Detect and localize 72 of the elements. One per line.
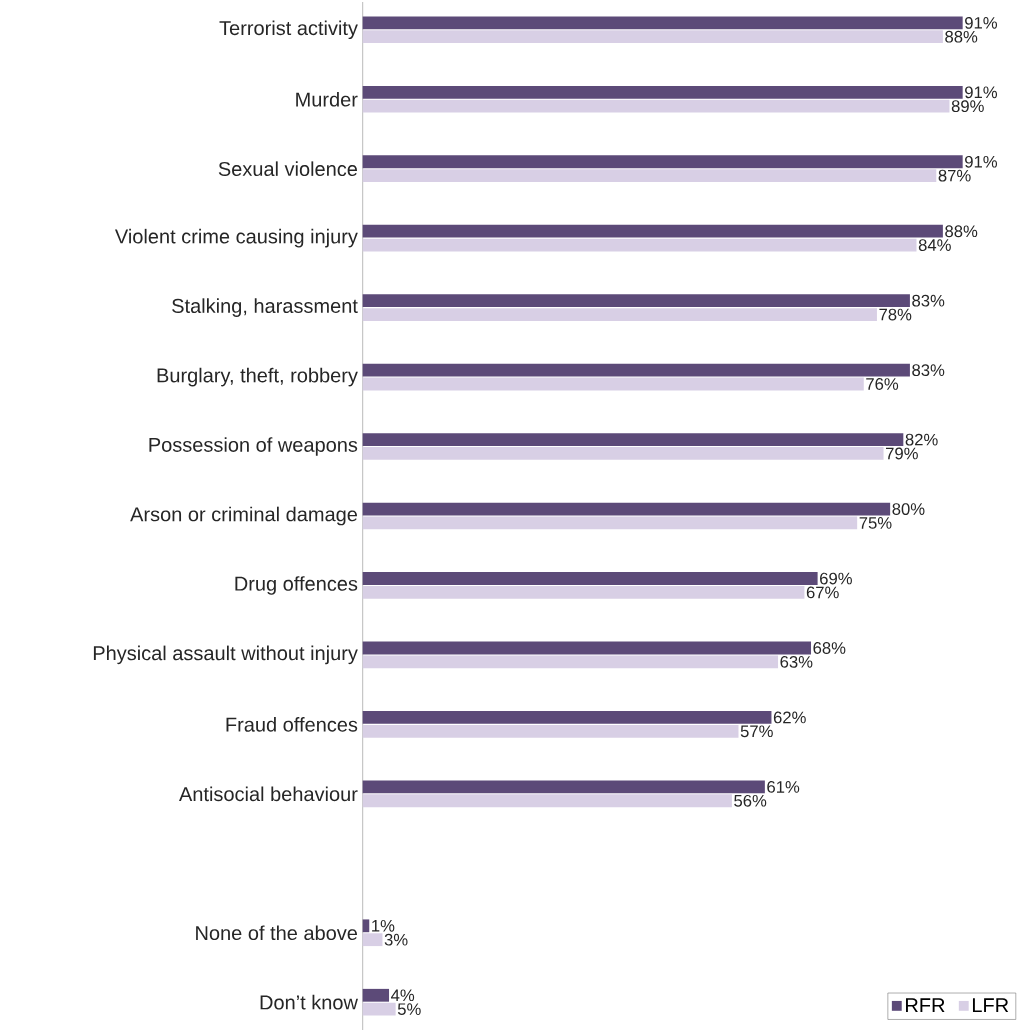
data-label: 89% xyxy=(951,100,984,113)
data-label: 80% xyxy=(892,503,925,516)
data-label: 76% xyxy=(866,378,899,391)
bar xyxy=(362,516,858,530)
data-label: 68% xyxy=(813,642,846,655)
data-label: 62% xyxy=(773,711,806,724)
bar xyxy=(362,30,943,44)
data-label: 63% xyxy=(780,656,813,668)
bar xyxy=(362,641,812,655)
data-label: 82% xyxy=(905,433,938,446)
data-label: 1% xyxy=(372,920,395,932)
bar xyxy=(362,655,779,669)
data-label: 84% xyxy=(918,239,951,252)
bar xyxy=(362,433,904,447)
bar xyxy=(362,989,390,1002)
data-label: 88% xyxy=(945,225,978,238)
bar xyxy=(362,100,950,113)
y-tick-label: Fraud offences xyxy=(226,717,358,732)
data-label: 3% xyxy=(384,934,408,946)
data-label: 83% xyxy=(912,295,945,307)
data-label: 4% xyxy=(391,989,415,1002)
legend-label: RFR xyxy=(906,998,945,1013)
bar xyxy=(362,725,739,738)
data-label: 91% xyxy=(965,17,998,29)
y-tick-label: Arson or criminal damage xyxy=(130,506,358,526)
y-tick-label: Violent crime causing injury xyxy=(114,229,358,248)
bar xyxy=(362,711,772,725)
bar xyxy=(362,780,765,794)
bar xyxy=(362,919,370,933)
y-tick-label: Physical assault without injury xyxy=(93,645,358,665)
bar xyxy=(362,238,917,252)
y-tick-label: Murder xyxy=(296,92,358,107)
bar xyxy=(362,586,805,600)
data-label: 91% xyxy=(965,86,998,99)
bar xyxy=(362,86,963,99)
bar xyxy=(362,572,818,586)
data-label: 83% xyxy=(912,364,945,377)
y-tick-label: Sexual violence xyxy=(218,161,358,177)
y-tick-label: Stalking, harassment xyxy=(172,298,358,318)
data-label: 67% xyxy=(806,586,839,599)
y-tick-label: Terrorist activity xyxy=(219,20,358,40)
data-label: 91% xyxy=(965,156,998,168)
bar xyxy=(362,447,884,461)
bar xyxy=(362,1002,396,1016)
y-tick-label: Drug offences xyxy=(235,576,358,595)
data-label: 78% xyxy=(879,308,912,321)
data-label: 88% xyxy=(945,31,978,43)
y-tick-label: Antisocial behaviour xyxy=(179,786,358,802)
data-label: 87% xyxy=(938,169,971,182)
y-tick-label: Burglary, theft, robbery xyxy=(157,367,358,387)
data-label: 5% xyxy=(397,1003,421,1016)
data-label: 75% xyxy=(859,517,892,530)
bar xyxy=(362,933,383,947)
data-label: 56% xyxy=(734,795,767,807)
bar xyxy=(362,169,937,183)
bar xyxy=(362,225,943,238)
data-label: 79% xyxy=(886,447,918,460)
data-label: 57% xyxy=(740,725,773,738)
data-label: 61% xyxy=(767,781,800,794)
y-tick-label: None of the above xyxy=(196,925,358,941)
bar xyxy=(362,363,910,377)
bar xyxy=(362,377,864,391)
bar xyxy=(362,502,891,516)
bar xyxy=(362,155,963,169)
bar xyxy=(362,16,963,30)
bar xyxy=(362,794,732,808)
bar xyxy=(362,294,910,308)
legend-label: LFR xyxy=(972,998,1009,1013)
y-tick-label: Possession of weapons xyxy=(149,437,358,457)
bar xyxy=(362,308,877,322)
data-label: 69% xyxy=(820,572,852,585)
y-tick-label: Don’t know xyxy=(260,995,358,1010)
